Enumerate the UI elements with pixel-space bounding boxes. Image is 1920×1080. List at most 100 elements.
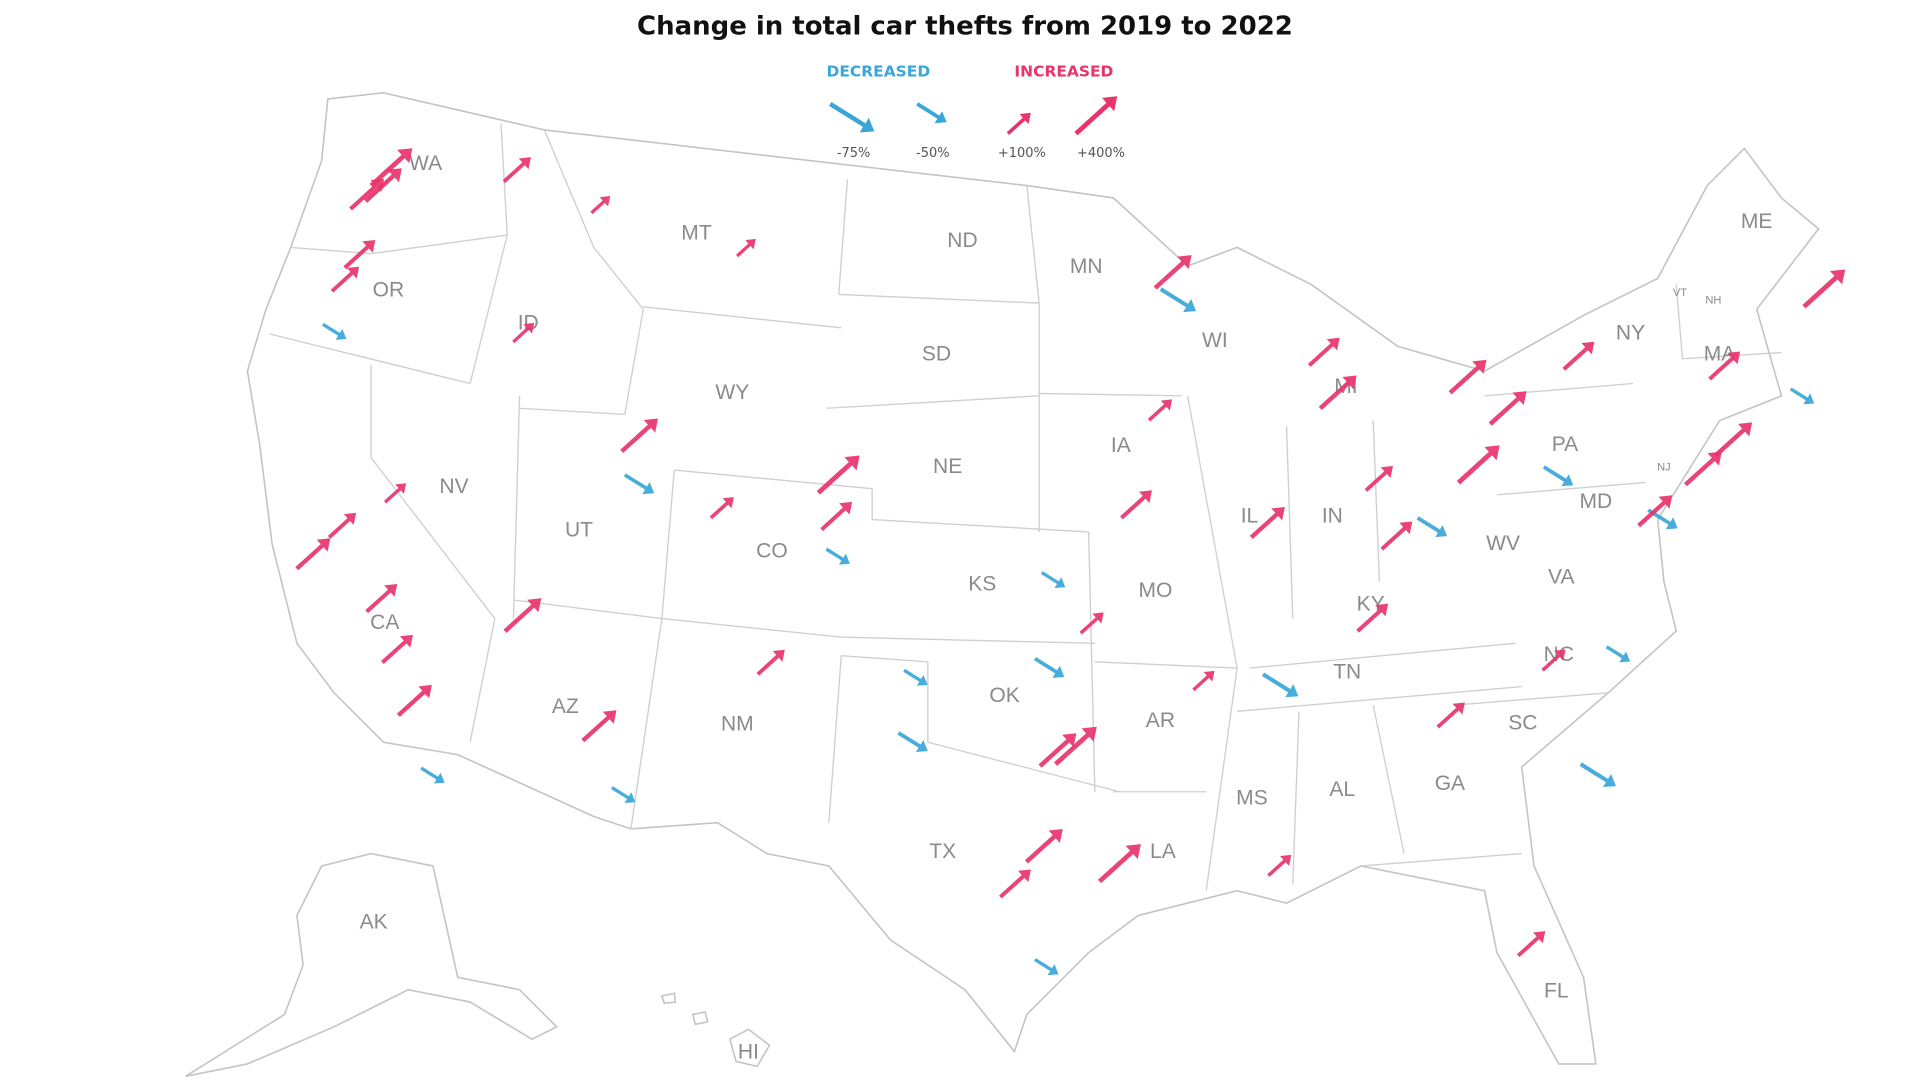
state-label: ME — [1741, 210, 1773, 233]
theft-change-arrow — [349, 178, 385, 211]
theft-change-arrow — [365, 584, 398, 614]
state-label: CA — [370, 611, 399, 634]
theft-change-arrow — [1040, 571, 1066, 588]
state-label: UT — [565, 518, 593, 541]
state-label: MN — [1070, 255, 1103, 278]
theft-change-arrow — [1153, 255, 1192, 290]
theft-change-arrow — [1120, 490, 1152, 520]
theft-change-arrow — [512, 322, 535, 344]
theft-change-arrow — [1054, 726, 1097, 766]
legend-arrow — [1074, 96, 1118, 136]
theft-change-arrow — [1541, 649, 1566, 672]
state-label: MA — [1704, 343, 1736, 366]
theft-change-arrow — [620, 418, 659, 454]
state-label: ID — [518, 312, 539, 335]
state-label: LA — [1150, 840, 1176, 863]
state-label: VT — [1673, 287, 1687, 299]
state-label: OR — [373, 278, 405, 301]
theft-change-arrow — [1436, 702, 1465, 729]
theft-change-arrow — [1605, 645, 1631, 663]
legend-arrow — [1006, 112, 1031, 135]
theft-change-arrow — [1637, 495, 1673, 528]
theft-change-arrow — [1488, 391, 1527, 426]
theft-change-arrow — [384, 483, 407, 504]
theft-change-arrow — [816, 455, 860, 495]
theft-change-arrow — [503, 598, 542, 633]
theft-change-arrow — [1097, 844, 1141, 884]
theft-change-arrow — [999, 869, 1031, 899]
theft-change-arrow — [1708, 351, 1741, 381]
state-label: AZ — [552, 695, 579, 718]
alaska-outline — [185, 852, 559, 1078]
state-label: NM — [721, 713, 754, 736]
state-label: FL — [1544, 980, 1569, 1003]
theft-change-arrow — [1683, 451, 1722, 487]
theft-change-arrow — [735, 238, 756, 258]
state-label: SD — [922, 343, 951, 366]
state-label: NY — [1616, 322, 1645, 345]
state-label: NH — [1705, 295, 1721, 307]
theft-change-arrow — [756, 649, 785, 676]
theft-change-arrow — [1789, 387, 1815, 405]
legend-arrow — [916, 102, 947, 124]
state-label: MT — [681, 221, 712, 244]
theft-change-arrow — [1562, 341, 1595, 371]
legend-tick-label: -50% — [916, 146, 950, 161]
state-label: ND — [947, 229, 977, 252]
state-label: WY — [715, 381, 749, 404]
theft-change-arrow — [295, 538, 331, 571]
theft-change-arrow — [1307, 337, 1340, 367]
state-label: CO — [756, 539, 788, 562]
theft-change-arrow — [623, 473, 655, 495]
legend: DECREASED INCREASED -75% -50% +100% +400% — [827, 63, 1125, 161]
state-borders — [269, 123, 1782, 891]
theft-change-arrow — [1448, 359, 1487, 395]
theft-change-arrow — [381, 634, 413, 664]
state-label: WI — [1202, 329, 1228, 352]
hawaii-outline — [660, 992, 771, 1068]
theft-change-arrow — [330, 266, 360, 293]
theft-change-arrow — [709, 497, 734, 520]
theft-change-arrow — [1579, 762, 1616, 788]
theft-change-arrow — [327, 512, 357, 539]
state-label: WV — [1486, 532, 1520, 555]
theft-change-arrow — [1192, 670, 1215, 692]
theft-change-arrow — [1542, 465, 1574, 487]
us-outline — [246, 91, 1820, 1065]
theft-change-arrow — [1456, 445, 1500, 485]
theft-change-arrow — [1249, 506, 1285, 540]
theft-change-arrow — [611, 786, 636, 804]
theft-change-arrow — [897, 731, 928, 753]
state-label: MS — [1236, 787, 1268, 810]
theft-change-arrow — [1318, 375, 1357, 410]
theft-change-arrow — [581, 710, 617, 743]
legend-increased-header: INCREASED — [1014, 63, 1113, 81]
state-label: HI — [738, 1040, 759, 1063]
state-label: VA — [1548, 565, 1574, 588]
state-label: MO — [1139, 579, 1173, 602]
base-map — [185, 91, 1820, 1078]
theft-change-arrow — [820, 501, 853, 532]
theft-change-arrow — [1356, 603, 1389, 633]
theft-change-arrow — [903, 668, 928, 686]
chart-title: Change in total car thefts from 2019 to … — [637, 12, 1293, 42]
state-label: NJ — [1657, 462, 1671, 474]
state-label: NV — [439, 475, 468, 498]
legend-decreased-header: DECREASED — [827, 63, 931, 81]
theft-change-arrow — [502, 157, 531, 184]
theft-change-arrow — [1267, 854, 1292, 877]
theft-change-arrow — [825, 547, 850, 565]
state-label: TX — [929, 840, 956, 863]
legend-tick-label: +100% — [998, 146, 1046, 161]
state-label: IA — [1111, 434, 1131, 457]
state-label: TN — [1333, 661, 1361, 684]
theft-change-arrow — [1024, 828, 1063, 864]
theft-change-arrow — [1033, 657, 1065, 678]
theft-change-arrow — [590, 195, 611, 215]
state-label: NE — [933, 455, 962, 478]
legend-tick-label: +400% — [1077, 146, 1125, 161]
state-label: AL — [1329, 778, 1355, 801]
theft-change-arrow — [1038, 733, 1077, 768]
theft-change-arrow — [420, 766, 445, 784]
theft-change-arrow — [369, 148, 413, 188]
